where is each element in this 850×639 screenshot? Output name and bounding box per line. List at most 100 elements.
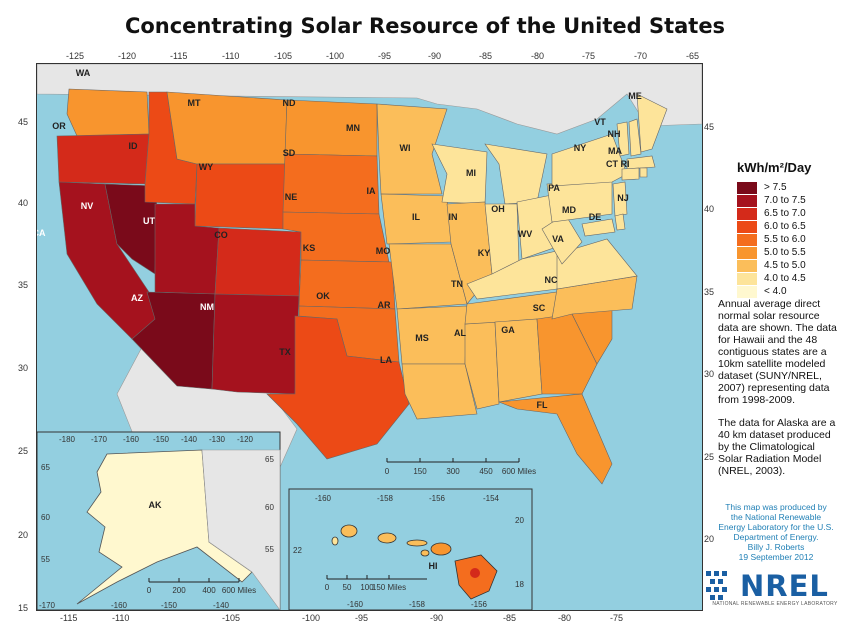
inset-tick: 60 [265, 503, 274, 512]
inset-tick: -156 [471, 600, 488, 609]
state-region-me [636, 93, 668, 153]
state-label-wa: WA [76, 68, 91, 78]
inset-tick: 55 [41, 555, 50, 564]
legend-swatch [737, 194, 758, 207]
credit-block: This map was produced by the National Re… [708, 502, 844, 562]
tick-label: -80 [558, 613, 572, 623]
legend-label: < 4.0 [764, 286, 787, 297]
credit-line: Energy Laboratory for the U.S. [718, 522, 834, 532]
state-region-ct [621, 167, 640, 181]
nrel-wordmark: NREL [740, 569, 829, 603]
island-lanai [420, 549, 430, 557]
legend-item: 6.5 to 7.0 [737, 207, 842, 220]
tick-label: 40 [704, 204, 715, 214]
legend-items: > 7.5 7.0 to 7.5 6.5 to 7.0 6.0 to 6.5 5.5 t… [737, 181, 842, 298]
inset-tick: -180 [59, 435, 76, 444]
tick-label: -95 [378, 51, 392, 61]
tick-label: 25 [704, 452, 715, 462]
tick-label: 30 [704, 369, 715, 379]
credit-line: 19 September 2012 [738, 552, 814, 562]
island-niihau [331, 536, 339, 546]
state-label-nh: NH [608, 129, 621, 139]
state-label-fl: FL [537, 400, 548, 410]
inset-tick: -158 [409, 600, 426, 609]
legend-item: 4.5 to 5.0 [737, 259, 842, 272]
alaska-inset: AK -180 -170 -160 -150 -140 -130 -120 65… [37, 431, 281, 610]
state-label-wi: WI [400, 143, 411, 153]
state-region-vt [616, 121, 630, 157]
inset-tick: -160 [123, 435, 140, 444]
state-label-me: ME [628, 91, 642, 101]
tick-label: 20 [704, 534, 715, 544]
nrel-subtitle: NATIONAL RENEWABLE ENERGY LABORATORY [712, 601, 838, 607]
state-label-va: VA [552, 234, 564, 244]
tick-label: 30 [18, 363, 29, 373]
state-label-mt: MT [188, 98, 201, 108]
inset-tick: 65 [41, 463, 50, 472]
state-label-tn: TN [451, 279, 463, 289]
scale-tick: 450 [479, 467, 493, 476]
legend-swatch [737, 259, 758, 272]
legend-title: kWh/m²/Day [737, 160, 812, 175]
tick-label: -115 [170, 51, 188, 61]
state-region-va [556, 238, 638, 290]
tick-label: 20 [18, 530, 29, 540]
inset-tick: -160 [315, 494, 332, 503]
state-label-nj: NJ [617, 193, 629, 203]
state-label-il: IL [412, 212, 421, 222]
state-label-al: AL [454, 328, 466, 338]
tick-label: -110 [112, 613, 130, 623]
legend-swatch [737, 181, 758, 194]
state-labels: WA OR CA NV ID MT WY UT AZ CO NM ND SD NE KS OK TX MN IA MO… [37, 68, 642, 410]
state-label-ne: NE [285, 192, 298, 202]
main-map: WA OR CA NV ID MT WY UT AZ CO NM ND SD NE KS OK TX MN IA MO… [36, 63, 703, 611]
inset-tick: -160 [111, 601, 128, 610]
map-title: Concentrating Solar Resource of the Unit… [124, 14, 726, 38]
legend-swatch [737, 272, 758, 285]
hawaii-bottom-ticks: -160 -158 -156 [347, 600, 488, 609]
scale-tick: 50 [343, 583, 352, 592]
state-label-ks: KS [303, 243, 316, 253]
tick-label: 45 [704, 122, 715, 132]
state-label-nd: ND [283, 98, 296, 108]
tick-label: 15 [18, 603, 29, 613]
tick-label: -95 [355, 613, 369, 623]
inset-tick: 65 [265, 455, 274, 464]
state-label-ar: AR [378, 300, 391, 310]
scale-tick: 300 [446, 467, 460, 476]
inset-tick: -170 [91, 435, 108, 444]
inset-tick: -156 [429, 494, 446, 503]
tick-label: -85 [479, 51, 493, 61]
legend-swatch [737, 246, 758, 259]
tick-label: -120 [118, 51, 137, 61]
legend-item: 4.0 to 4.5 [737, 272, 842, 285]
legend-label: 5.5 to 6.0 [764, 234, 806, 245]
inset-tick: 18 [515, 580, 524, 589]
state-label-hi: HI [429, 561, 438, 571]
tick-label: 25 [18, 446, 29, 456]
credit-line: Billy J. Roberts [747, 542, 805, 552]
state-region-ma [626, 155, 656, 170]
tick-label: -105 [222, 613, 241, 623]
scale-tick: 150 [413, 467, 427, 476]
state-region-ny [551, 133, 628, 187]
tick-label: -90 [428, 51, 442, 61]
tick-label: -80 [531, 51, 545, 61]
inset-tick: 60 [41, 513, 50, 522]
scale-tick: 0 [147, 586, 152, 595]
hawaii-inset: -160 -158 -156 -154 22 20 18 HI [288, 488, 533, 610]
state-region-nh [628, 118, 642, 157]
state-label-nc: NC [545, 275, 558, 285]
legend-label: 4.5 to 5.0 [764, 260, 806, 271]
state-label-mi: MI [466, 168, 476, 178]
state-label-mo: MO [376, 246, 391, 256]
tick-label: 35 [18, 280, 29, 290]
legend-item: < 4.0 [737, 285, 842, 298]
scale-bar-main: 0 150 300 450 600 Miles [385, 458, 536, 476]
tick-label: -85 [503, 613, 517, 623]
state-region-md [581, 218, 616, 237]
inset-tick: -130 [209, 435, 226, 444]
state-label-ga: GA [501, 325, 515, 335]
state-label-ok: OK [316, 291, 330, 301]
state-label-or: OR [52, 121, 66, 131]
